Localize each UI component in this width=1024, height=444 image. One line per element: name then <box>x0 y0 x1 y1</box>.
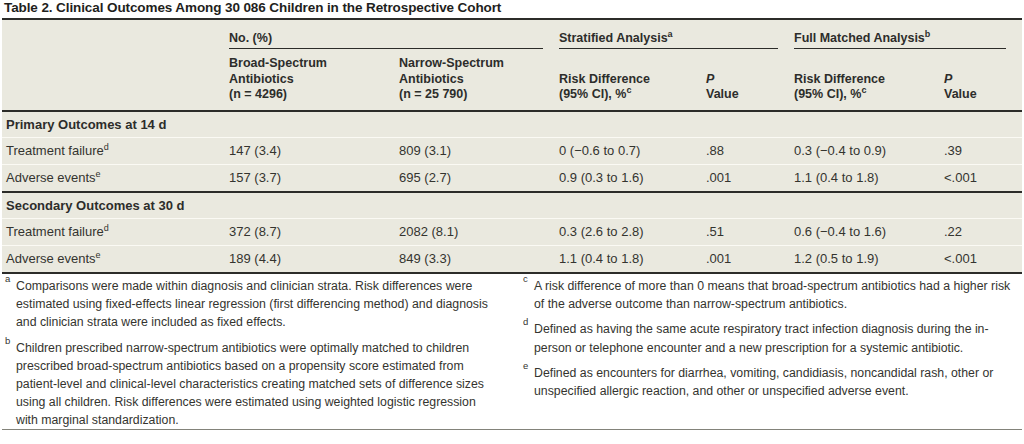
col-header-full-matched-p-value: P Value <box>944 49 1022 111</box>
bottom-rule <box>2 429 1022 430</box>
footnote-marker-d: d <box>104 223 109 233</box>
row-label: Adverse eventse <box>2 165 229 193</box>
cell-full-matched-p-value: .39 <box>944 138 1022 165</box>
cell-full-matched-risk-difference: 0.3 (−0.4 to 0.9) <box>794 138 944 165</box>
footnotes: aComparisons were made within diagnosis … <box>4 277 1020 437</box>
footnote-column-left: aComparisons were made within diagnosis … <box>4 277 500 437</box>
full-matched-analysis-label: Full Matched Analysis <box>794 31 925 45</box>
cell-full-matched-p-value: <.001 <box>944 165 1022 193</box>
cell-stratified-risk-difference: 0 (−0.6 to 0.7) <box>559 138 706 165</box>
row-label: Treatment failured <box>2 138 229 165</box>
footnote-marker-c: c <box>861 85 866 95</box>
footnote-column-right: cA risk difference of more than 0 means … <box>522 277 1018 437</box>
cell-full-matched-risk-difference: 1.2 (0.5 to 1.9) <box>794 246 944 274</box>
cell-stratified-risk-difference: 1.1 (0.4 to 1.8) <box>559 246 706 274</box>
cell-stratified-p-value: .88 <box>706 138 794 165</box>
cell-stratified-p-value: .51 <box>706 219 794 246</box>
empty-label-header <box>2 49 229 111</box>
row-label: Treatment failured <box>2 219 229 246</box>
cell-full-matched-p-value: .22 <box>944 219 1022 246</box>
footnote-marker-e: e <box>96 250 101 260</box>
cell-broad: 157 (3.7) <box>229 165 399 193</box>
cell-narrow: 809 (3.1) <box>399 138 559 165</box>
col-header-stratified-p-value: P Value <box>706 49 794 111</box>
cell-narrow: 2082 (8.1) <box>399 219 559 246</box>
empty-corner-cell <box>2 19 229 49</box>
footnote-marker-a: a <box>668 29 673 39</box>
col-group-full-matched: Full Matched Analysisb <box>794 19 1022 49</box>
col-header-narrow-spectrum: Narrow-Spectrum Antibiotics (n = 25 790) <box>399 49 559 111</box>
footnote-d: dDefined as having the same acute respir… <box>522 320 1018 356</box>
cell-stratified-risk-difference: 0.3 (2.6 to 2.8) <box>559 219 706 246</box>
footnote-marker-b: b <box>925 29 931 39</box>
footnote-b: bChildren prescribed narrow-spectrum ant… <box>4 339 500 430</box>
cell-full-matched-risk-difference: 0.6 (−0.4 to 1.6) <box>794 219 944 246</box>
no-pct-label: No. (%) <box>229 31 272 45</box>
table-title: Table 2. Clinical Outcomes Among 30 086 … <box>4 0 501 15</box>
col-header-broad-spectrum: Broad-Spectrum Antibiotics (n = 4296) <box>229 49 399 111</box>
footnote-marker-e: e <box>96 169 101 179</box>
outcomes-table: No. (%) Stratified Analysisa Full Matche… <box>2 18 1022 274</box>
section-header-secondary-outcomes: Secondary Outcomes at 30 d <box>2 192 1022 219</box>
cell-broad: 189 (4.4) <box>229 246 399 274</box>
table-row-treatment-failure-14d: Treatment failured 147 (3.4) 809 (3.1) 0… <box>2 138 1022 165</box>
footnote-marker-c: c <box>626 85 631 95</box>
cell-full-matched-risk-difference: 1.1 (0.4 to 1.8) <box>794 165 944 193</box>
cell-stratified-risk-difference: 0.9 (0.3 to 1.6) <box>559 165 706 193</box>
col-header-stratified-risk-difference: Risk Difference (95% CI), %c <box>559 49 706 111</box>
clinical-outcomes-table: No. (%) Stratified Analysisa Full Matche… <box>2 18 1022 274</box>
table-row-adverse-events-14d: Adverse eventse 157 (3.7) 695 (2.7) 0.9 … <box>2 165 1022 193</box>
row-label: Adverse eventse <box>2 246 229 274</box>
table-header: No. (%) Stratified Analysisa Full Matche… <box>2 19 1022 111</box>
cell-broad: 147 (3.4) <box>229 138 399 165</box>
footnote-e: eDefined as encounters for diarrhea, vom… <box>522 364 1018 400</box>
cell-full-matched-p-value: <.001 <box>944 246 1022 274</box>
stratified-analysis-label: Stratified Analysis <box>559 31 668 45</box>
footnote-marker-d: d <box>104 142 109 152</box>
footnote-a: aComparisons were made within diagnosis … <box>4 277 500 332</box>
col-header-full-matched-risk-difference: Risk Difference (95% CI), %c <box>794 49 944 111</box>
col-group-no-pct: No. (%) <box>229 19 559 49</box>
col-group-stratified: Stratified Analysisa <box>559 19 794 49</box>
footnote-c: cA risk difference of more than 0 means … <box>522 277 1018 313</box>
table-row-adverse-events-30d: Adverse eventse 189 (4.4) 849 (3.3) 1.1 … <box>2 246 1022 274</box>
cell-broad: 372 (8.7) <box>229 219 399 246</box>
section-header-primary-outcomes: Primary Outcomes at 14 d <box>2 111 1022 138</box>
spanning-header-row: No. (%) Stratified Analysisa Full Matche… <box>2 19 1022 49</box>
cell-narrow: 695 (2.7) <box>399 165 559 193</box>
cell-stratified-p-value: .001 <box>706 165 794 193</box>
column-header-row: Broad-Spectrum Antibiotics (n = 4296) Na… <box>2 49 1022 111</box>
cell-narrow: 849 (3.3) <box>399 246 559 274</box>
cell-stratified-p-value: .001 <box>706 246 794 274</box>
table-row-treatment-failure-30d: Treatment failured 372 (8.7) 2082 (8.1) … <box>2 219 1022 246</box>
